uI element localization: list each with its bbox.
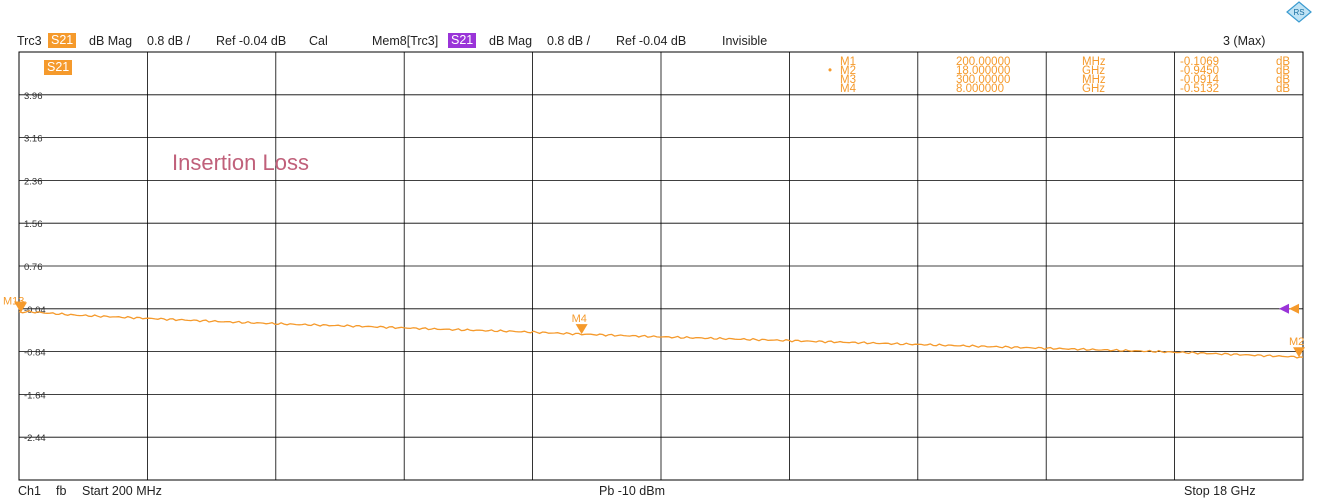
trace-param-tag[interactable]: S21 [48, 33, 77, 48]
marker-value: 18.000000 [956, 65, 1011, 77]
marker-unit: GHz [1082, 83, 1105, 95]
active-marker-dot-icon: • [828, 65, 833, 77]
diagram-trace-tag[interactable]: S21 [44, 60, 73, 75]
trace-name[interactable]: Trc3 [17, 34, 42, 48]
memory-param-tag[interactable]: S21 [448, 33, 477, 48]
footer-power[interactable]: Pb -10 dBm [599, 484, 666, 498]
marker-reading-unit: dB [1276, 83, 1291, 95]
memory-scale[interactable]: 0.8 dB / [547, 34, 591, 48]
y-tick-label: 0.76 [24, 262, 43, 273]
marker-table-row[interactable]: • M2 18.000000 GHz -0.9450 dB [820, 65, 1300, 77]
marker-m4-triangle [575, 324, 588, 335]
marker-reading-unit: dB [1276, 56, 1291, 68]
y-tick-label: -1.64 [24, 390, 46, 401]
marker-unit: MHz [1082, 56, 1106, 68]
marker-reading-unit: dB [1276, 74, 1291, 86]
trace-format[interactable]: dB Mag [89, 34, 133, 48]
marker-info-table: M1 200.00000 MHz -0.1069 dB • M2 18.000000 GHz -0… [820, 56, 1300, 95]
marker-m4-label: M4 [572, 313, 587, 325]
marker-reading: -0.5132 [1180, 83, 1220, 95]
footer-channel: Ch1 [18, 484, 41, 498]
y-tick-label: -2.44 [24, 433, 46, 444]
y-tick-labels: 3.96 3.16 2.36 1.56 0.76 -0.04 -0.84 -1.64 -2.44 [24, 91, 46, 444]
max-label: 3 (Max) [1223, 34, 1266, 48]
trace-ref-arrow [1289, 303, 1299, 314]
marker-m2-label: M2 [1289, 336, 1304, 348]
memory-state: Invisible [722, 34, 768, 48]
marker-name: M4 [840, 83, 856, 95]
marker-table-row[interactable]: M3 300.00000 MHz -0.0914 dB [820, 74, 1300, 86]
y-tick-label: -0.04 [24, 305, 46, 316]
marker-name: M1 [840, 56, 856, 68]
marker-value: 200.00000 [956, 56, 1011, 68]
grid [18, 51, 1304, 481]
marker-reading: -0.1069 [1180, 56, 1220, 68]
rohde-schwarz-logo-icon: RS [1286, 1, 1312, 28]
marker-table-row[interactable]: M1 200.00000 MHz -0.1069 dB [820, 56, 1300, 68]
trace-cal: Cal [309, 34, 328, 48]
memory-format[interactable]: dB Mag [489, 34, 533, 48]
trace-ref[interactable]: Ref -0.04 dB [216, 34, 287, 48]
marker-value: 300.00000 [956, 74, 1011, 86]
footer-sweep-mode: fb [56, 484, 67, 498]
footer-stop-frequency[interactable]: Stop 18 GHz [1184, 484, 1256, 498]
y-tick-label: 1.56 [24, 219, 43, 230]
marker-unit: MHz [1082, 74, 1106, 86]
marker-m3-triangle [14, 301, 26, 312]
memory-ref-arrow [1279, 303, 1289, 314]
marker-reading: -0.0914 [1180, 74, 1220, 86]
memory-trace-name[interactable]: Mem8[Trc3] [372, 34, 439, 48]
s21-trace-line [18, 309, 1304, 359]
marker-unit: GHz [1082, 65, 1105, 77]
svg-text:RS: RS [1293, 8, 1304, 17]
insertion-loss-annotation: Insertion Loss [172, 150, 309, 175]
footer-start-frequency[interactable]: Start 200 MHz [82, 484, 162, 498]
marker-m2-triangle [1293, 347, 1305, 358]
memory-ref[interactable]: Ref -0.04 dB [616, 34, 687, 48]
marker-reading-unit: dB [1276, 65, 1291, 77]
memory-ref-arrows [1279, 303, 1299, 314]
marker-value: 8.000000 [956, 83, 1004, 95]
trace-scale[interactable]: 0.8 dB / [147, 34, 191, 48]
y-tick-label: 2.36 [24, 176, 43, 187]
marker-reading: -0.9450 [1180, 65, 1220, 77]
marker-name: M2 [840, 65, 856, 77]
marker-name: M3 [840, 74, 856, 86]
y-tick-label: 3.16 [24, 134, 43, 145]
y-tick-label: 3.96 [24, 91, 43, 102]
y-tick-label: -0.84 [24, 348, 46, 359]
marker-table-row[interactable]: M4 8.000000 GHz -0.5132 dB [820, 83, 1300, 95]
